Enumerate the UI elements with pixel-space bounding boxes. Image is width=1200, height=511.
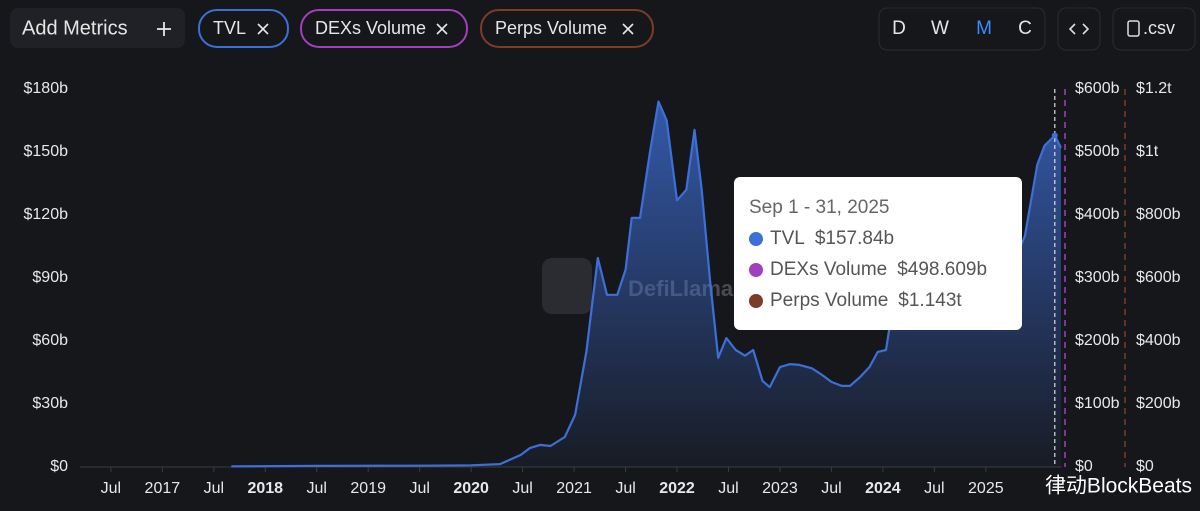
tooltip-value: $157.84b — [815, 228, 894, 249]
y-tick-label: $90b — [32, 269, 68, 286]
embed-icon — [1068, 23, 1076, 35]
tvl-area — [231, 101, 1062, 467]
tooltip-dot — [749, 263, 763, 277]
x-tick-label: Jul — [204, 480, 224, 497]
y-tick-label: $0 — [50, 458, 68, 475]
y-tick-label: $200b — [1075, 332, 1120, 349]
y-tick-label: $30b — [32, 395, 68, 412]
x-tick-label: 2017 — [145, 480, 181, 497]
y-tick-label: $600b — [1075, 80, 1120, 97]
y-tick-label: $60b — [32, 332, 68, 349]
y-tick-label: $400b — [1136, 332, 1181, 349]
interval-group — [878, 7, 1046, 51]
y-tick-label: $300b — [1075, 269, 1120, 286]
x-tick-label: Jul — [924, 480, 944, 497]
add-metrics-button[interactable] — [10, 8, 185, 48]
y-tick-label: $0 — [1136, 458, 1154, 475]
y-tick-label: $800b — [1136, 206, 1181, 223]
csv-label: .csv — [1143, 18, 1175, 38]
tooltip-value: $498.609b — [897, 259, 987, 280]
y-tick-label: $180b — [24, 80, 69, 97]
y-tick-label: $200b — [1136, 395, 1181, 412]
y-tick-label: $1t — [1136, 143, 1159, 160]
interval-option[interactable]: M — [976, 18, 992, 39]
interval-option[interactable]: W — [931, 18, 949, 39]
metric-chip-label: Perps Volume — [495, 18, 607, 38]
x-tick-label: Jul — [512, 480, 532, 497]
x-tick-label: 2025 — [968, 480, 1004, 497]
metric-chip-label: DEXs Volume — [315, 18, 426, 38]
interval-option[interactable]: C — [1018, 18, 1032, 39]
plus-icon — [157, 22, 171, 36]
x-tick-label: Jul — [718, 480, 738, 497]
x-tick-label: Jul — [307, 480, 327, 497]
y-tick-label: $120b — [24, 206, 69, 223]
csv-icon — [1127, 20, 1140, 37]
close-icon — [436, 23, 448, 35]
x-tick-label: 2018 — [247, 480, 283, 497]
x-tick-label: 2023 — [762, 480, 798, 497]
interval-option[interactable]: D — [892, 18, 906, 39]
y-tick-label: $1.2t — [1136, 80, 1172, 97]
y-tick-label: $500b — [1075, 143, 1120, 160]
embed-icon — [1082, 23, 1090, 35]
metric-chip[interactable] — [198, 9, 289, 48]
y-tick-label: $150b — [24, 143, 69, 160]
tooltip-dot — [749, 232, 763, 246]
metric-chip[interactable] — [300, 9, 468, 48]
tooltip-series-name: DEXs Volume — [770, 259, 887, 280]
x-tick-label: 2021 — [556, 480, 592, 497]
add-metrics-label: Add Metrics — [22, 17, 128, 39]
x-tick-label: 2020 — [453, 480, 489, 497]
y-tick-label: $600b — [1136, 269, 1181, 286]
y-tick-label: $0 — [1075, 458, 1093, 475]
tooltip-value: $1.143t — [898, 290, 962, 311]
tooltip-title: Sep 1 - 31, 2025 — [749, 197, 890, 218]
y-tick-label: $400b — [1075, 206, 1120, 223]
tooltip — [734, 177, 1022, 330]
tooltip-series-name: Perps Volume — [770, 290, 888, 311]
close-icon — [622, 23, 634, 35]
csv-button[interactable] — [1112, 7, 1196, 51]
x-tick-label: Jul — [101, 480, 121, 497]
x-tick-label: 2022 — [659, 480, 695, 497]
x-tick-label: Jul — [409, 480, 429, 497]
source-watermark: 律动BlockBeats — [1045, 475, 1192, 498]
close-icon — [257, 23, 269, 35]
y-tick-label: $100b — [1075, 395, 1120, 412]
metric-chip-label: TVL — [213, 18, 246, 38]
x-tick-label: 2019 — [350, 480, 386, 497]
x-tick-label: Jul — [615, 480, 635, 497]
x-tick-label: 2024 — [865, 480, 901, 497]
hover-point — [1051, 132, 1058, 139]
watermark-logo — [542, 258, 592, 314]
x-tick-label: Jul — [821, 480, 841, 497]
metric-chip[interactable] — [480, 9, 654, 48]
tooltip-series-name: TVL — [770, 228, 805, 249]
tooltip-dot — [749, 294, 763, 308]
embed-button[interactable] — [1057, 7, 1101, 51]
